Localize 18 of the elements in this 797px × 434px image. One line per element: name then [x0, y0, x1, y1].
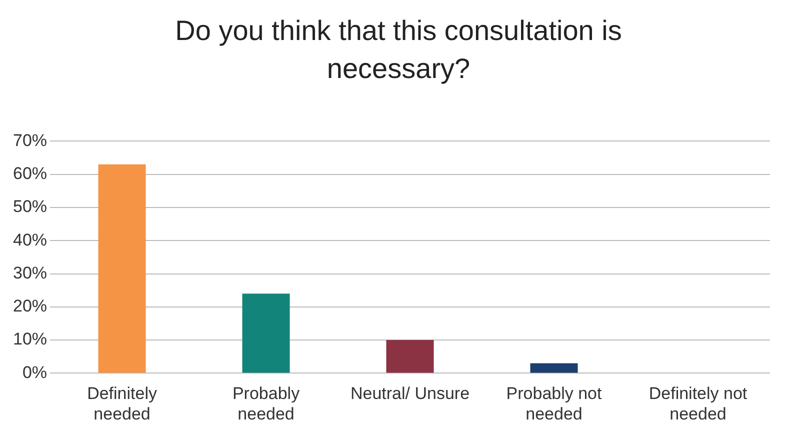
bar	[386, 340, 434, 373]
x-tick-label: Probably not needed	[506, 384, 602, 424]
x-tick-label: Probably needed	[232, 384, 300, 424]
y-tick-label: 40%	[12, 230, 48, 250]
bar	[242, 294, 290, 373]
y-tick-label: 30%	[12, 263, 48, 282]
x-tick-label: Neutral/ Unsure	[350, 384, 470, 404]
bar	[98, 164, 146, 373]
x-tick-label: Definitely needed	[87, 384, 158, 424]
y-tick-label: 70%	[12, 130, 48, 150]
y-tick-label: 0%	[22, 362, 48, 382]
y-tick-label: 50%	[12, 197, 48, 216]
y-tick-label: 20%	[12, 296, 48, 316]
y-tick-label: 60%	[12, 164, 48, 184]
y-tick-label: 10%	[12, 330, 48, 349]
bar	[530, 363, 578, 373]
x-tick-label: Definitely not needed	[648, 384, 748, 424]
chart-title: Do you think that this consultation is necessary?	[174, 14, 623, 86]
